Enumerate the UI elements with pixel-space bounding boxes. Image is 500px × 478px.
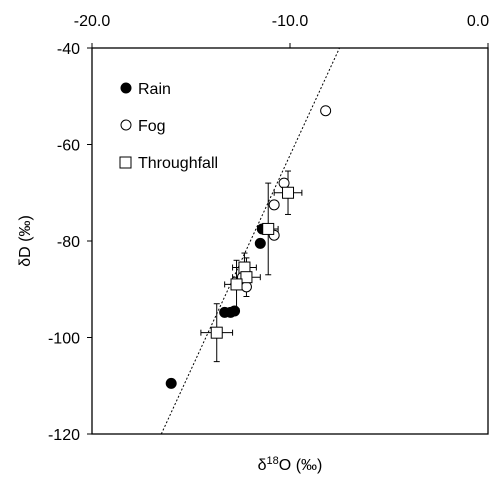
x-tick-label: -10.0	[272, 13, 309, 30]
legend-throughfall-marker	[119, 156, 132, 169]
legend: Rain Fog Throughfall	[119, 81, 218, 172]
rain-point	[229, 305, 241, 317]
legend-rain-label: Rain	[138, 81, 171, 98]
legend-throughfall-label: Throughfall	[138, 155, 218, 172]
legend-fog-marker	[120, 119, 132, 131]
x-axis-title-rest: O (‰)	[279, 457, 323, 474]
y-tick-label: -100	[48, 331, 80, 348]
x-axis-title-main: δ	[258, 457, 267, 474]
fog-point	[278, 177, 290, 189]
rain-point	[254, 237, 266, 249]
y-axis-ticks: -40 -60 -80 -100 -120	[48, 41, 92, 444]
throughfall-point	[262, 222, 275, 235]
x-axis-title-sup: 18	[267, 455, 279, 467]
plot-area	[91, 47, 489, 435]
reference-line-group	[160, 47, 340, 435]
throughfall-point	[210, 326, 223, 339]
y-tick-label: -60	[57, 138, 80, 155]
fog-point	[320, 105, 332, 117]
y-tick-label: -80	[57, 234, 80, 251]
reference-line	[160, 47, 340, 435]
y-tick-label: -120	[48, 427, 80, 444]
y-axis-title: δD (‰)	[17, 215, 34, 267]
x-tick-label: -20.0	[74, 13, 111, 30]
x-tick-label: 0.0	[467, 13, 489, 30]
throughfall-point	[282, 186, 295, 199]
data-markers	[165, 105, 332, 389]
rain-point	[165, 377, 177, 389]
throughfall-point	[230, 278, 243, 291]
legend-fog-label: Fog	[138, 118, 166, 135]
x-axis-ticks: -20.0 -10.0 0.0	[74, 13, 489, 48]
y-tick-label: -40	[57, 41, 80, 58]
throughfall-point	[240, 271, 253, 284]
legend-rain-marker	[120, 82, 132, 94]
fog-point	[240, 281, 252, 293]
x-axis-title: δ18O (‰)	[258, 455, 323, 474]
fog-point	[268, 199, 280, 211]
